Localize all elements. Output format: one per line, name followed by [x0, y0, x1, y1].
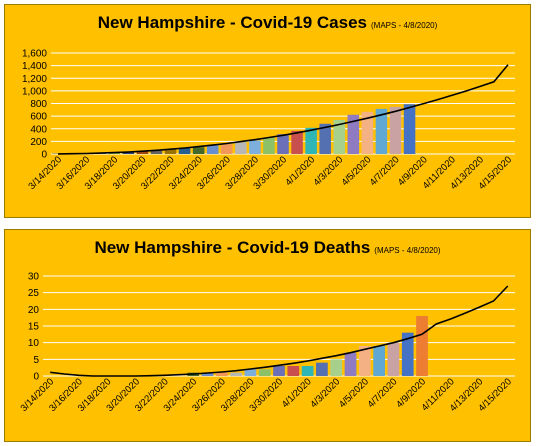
cases-bar [136, 151, 149, 154]
cases-bar [150, 149, 163, 154]
deaths-bar [358, 346, 371, 376]
deaths-chart-panel: New Hampshire - Covid-19 Deaths (MAPS - 4… [4, 229, 531, 442]
cases-chart-title: New Hampshire - Covid-19 Cases [97, 13, 367, 32]
deaths-bar [316, 362, 328, 376]
deaths-bar [201, 372, 214, 376]
deaths-trendline [50, 285, 509, 377]
cases-bar [206, 145, 219, 154]
deaths-y-tick-label: 25 [28, 288, 40, 299]
cases-y-tick-label: 0 [41, 150, 47, 161]
deaths-y-tick-label: 30 [28, 272, 40, 283]
deaths-y-tick-label: 0 [33, 372, 39, 383]
deaths-bar [330, 359, 343, 376]
deaths-bar [387, 342, 400, 376]
cases-chart-title-row: New Hampshire - Covid-19 Cases (MAPS - 4/… [5, 13, 530, 33]
cases-trendline [57, 64, 509, 155]
cases-bar [249, 140, 261, 154]
cases-y-tick-label: 200 [30, 137, 47, 148]
cases-bar [164, 149, 177, 154]
deaths-x-tick-label: 4/3/2020 [308, 376, 342, 410]
cases-bar [347, 114, 360, 154]
deaths-bar [258, 369, 271, 376]
cases-bar [375, 108, 388, 154]
deaths-chart-title-row: New Hampshire - Covid-19 Deaths (MAPS - 4… [5, 238, 530, 258]
deaths-bar [244, 369, 257, 376]
cases-chart-subtitle: (MAPS - 4/8/2020) [371, 21, 438, 30]
deaths-y-tick-label: 5 [33, 355, 39, 366]
cases-y-tick-label: 400 [30, 124, 47, 135]
cases-bar [403, 104, 416, 154]
deaths-bar [416, 316, 428, 376]
cases-bar [277, 134, 289, 154]
cases-y-tick-label: 600 [30, 112, 47, 123]
cases-chart-panel: New Hampshire - Covid-19 Cases (MAPS - 4/… [4, 4, 531, 218]
deaths-bar [401, 332, 414, 376]
deaths-y-tick-label: 20 [28, 305, 40, 316]
deaths-bar [373, 346, 385, 376]
cases-bar [333, 119, 346, 154]
deaths-y-tick-label: 10 [28, 338, 40, 349]
cases-bar [178, 147, 191, 154]
cases-bar [235, 142, 247, 154]
cases-y-tick-label: 800 [30, 99, 47, 110]
cases-bar [319, 123, 331, 154]
deaths-bar [287, 366, 300, 376]
cases-bar [361, 111, 374, 154]
cases-x-tick-label: 4/7/2020 [368, 154, 402, 188]
cases-bar [192, 147, 205, 154]
deaths-bar [230, 372, 242, 376]
deaths-x-tick-label: 4/5/2020 [337, 376, 371, 410]
cases-bar [291, 130, 303, 154]
cases-y-tick-label: 1,000 [22, 86, 47, 97]
deaths-y-tick-label: 15 [28, 322, 40, 333]
cases-bar [305, 127, 317, 154]
deaths-chart-plot: 0510152025303/14/20203/16/20203/18/20203… [19, 272, 515, 414]
deaths-chart-title: New Hampshire - Covid-19 Deaths [94, 238, 371, 257]
cases-chart-plot: 02004006008001,0001,2001,4001,6003/14/20… [22, 49, 515, 192]
deaths-x-tick-label: 4/1/2020 [280, 376, 314, 410]
cases-bar [263, 137, 275, 154]
cases-y-tick-label: 1,200 [22, 74, 47, 85]
cases-bar [220, 144, 233, 154]
deaths-bar [215, 372, 228, 376]
cases-x-tick-label: 4/3/2020 [311, 154, 345, 188]
deaths-bar [301, 366, 314, 376]
cases-x-tick-label: 4/5/2020 [340, 154, 374, 188]
cases-y-tick-label: 1,600 [22, 49, 47, 60]
cases-bar [389, 106, 402, 154]
deaths-chart-subtitle: (MAPS - 4/8/2020) [374, 246, 441, 255]
cases-x-tick-label: 4/1/2020 [283, 154, 317, 188]
deaths-x-tick-label: 4/7/2020 [366, 376, 400, 410]
deaths-bar [273, 366, 285, 376]
cases-y-tick-label: 1,400 [22, 61, 47, 72]
deaths-bar [344, 352, 357, 376]
